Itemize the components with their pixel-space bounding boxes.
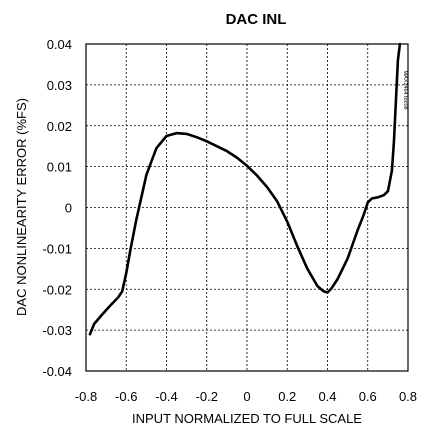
x-tick-label: -0.6 bbox=[115, 389, 137, 404]
x-axis-label: INPUT NORMALIZED TO FULL SCALE bbox=[132, 411, 362, 426]
x-tick-label: -0.8 bbox=[75, 389, 97, 404]
grid-lines bbox=[86, 44, 408, 371]
y-tick-label: 0.03 bbox=[47, 78, 72, 93]
y-tick-label: 0 bbox=[65, 201, 72, 216]
x-tick-label: 0.2 bbox=[278, 389, 296, 404]
y-tick-label: -0.01 bbox=[42, 241, 72, 256]
x-tick-label: 0.4 bbox=[318, 389, 336, 404]
x-tick-label: -0.4 bbox=[155, 389, 177, 404]
y-tick-label: 0.02 bbox=[47, 119, 72, 134]
x-tick-label: 0.6 bbox=[359, 389, 377, 404]
x-tick-label: 0 bbox=[243, 389, 250, 404]
y-tick-label: -0.02 bbox=[42, 282, 72, 297]
inl-curve bbox=[88, 42, 402, 336]
x-tick-label: 0.8 bbox=[399, 389, 417, 404]
plot-frame bbox=[85, 43, 409, 372]
figure-id-label: MAX1464 toc08 bbox=[402, 70, 408, 109]
series-group bbox=[88, 42, 402, 336]
y-tick-label: 0.04 bbox=[47, 37, 72, 52]
y-tick-label: -0.03 bbox=[42, 323, 72, 338]
y-tick-label: 0.01 bbox=[47, 160, 72, 175]
chart-title: DAC INL bbox=[226, 11, 287, 28]
y-axis-label: DAC NONLINEARITY ERROR (%FS) bbox=[14, 98, 29, 316]
x-tick-label: -0.2 bbox=[196, 389, 218, 404]
tick-labels: -0.8 -0.6 -0.4 -0.2 0 0.2 0.4 0.6 0.8 0.04 0.03 0.0… bbox=[42, 37, 417, 404]
y-tick-label: -0.04 bbox=[42, 364, 72, 379]
